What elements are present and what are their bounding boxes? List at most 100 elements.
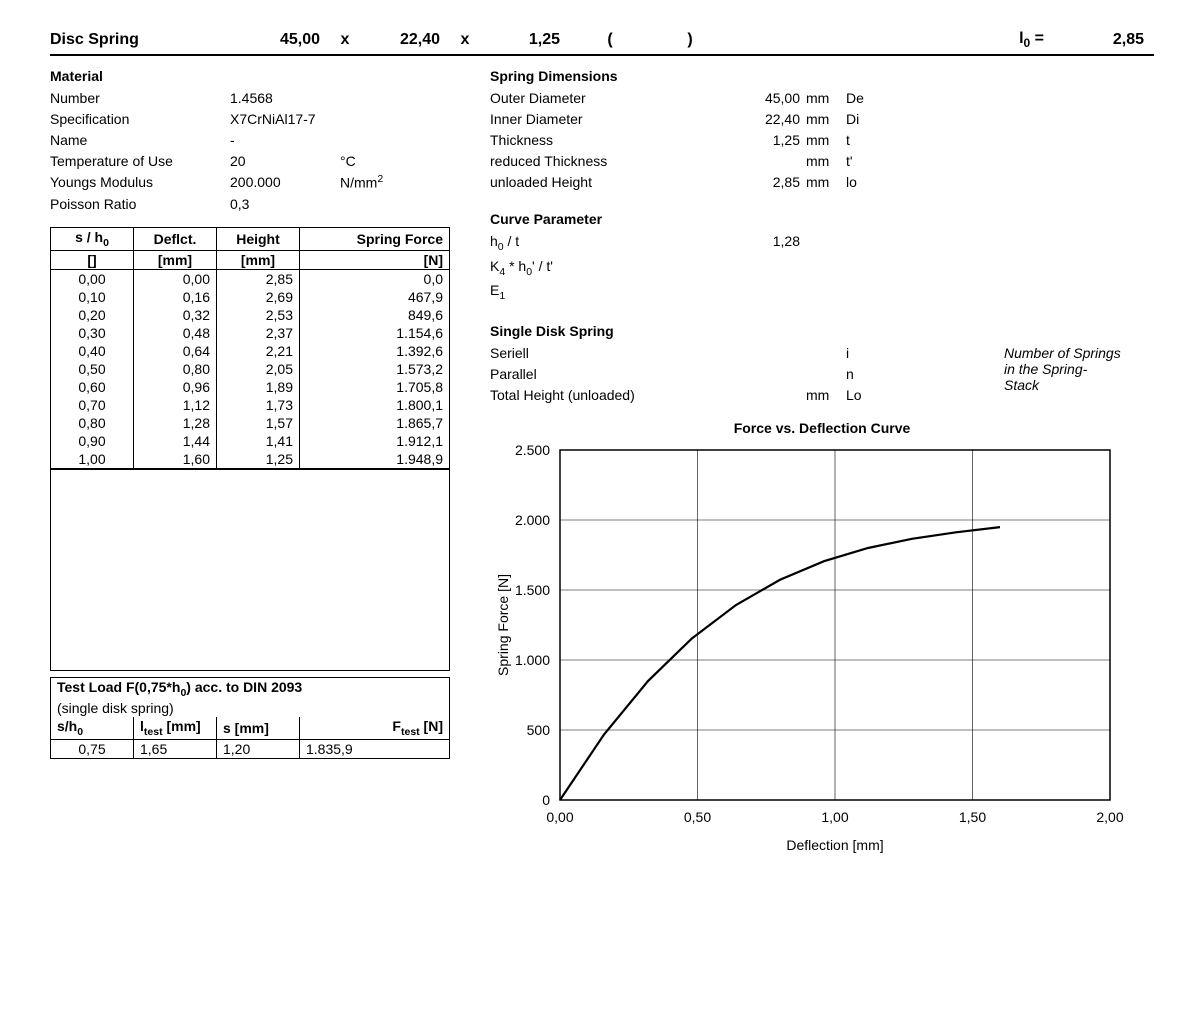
cell-force: 0,0	[300, 269, 450, 288]
kv-val: 20	[230, 151, 340, 172]
cell-force: 467,9	[300, 288, 450, 306]
svg-text:0,00: 0,00	[546, 809, 573, 825]
header-v3: 1,25	[490, 31, 560, 49]
kv-val: -	[230, 130, 340, 151]
kv-unit: mm	[806, 151, 846, 172]
cell-height: 1,25	[217, 450, 300, 469]
kv-label: Specification	[50, 109, 230, 130]
disk-note: Number of Springsin the Spring-Stack	[1004, 343, 1154, 406]
kv-val	[700, 151, 806, 172]
material-row: Poisson Ratio0,3	[50, 194, 450, 215]
cell-height: 2,05	[217, 360, 300, 378]
disk-row: Paralleln	[490, 364, 1004, 385]
th-deflct: Deflct.	[134, 227, 217, 250]
test-h1: s/h0	[51, 717, 134, 739]
svg-text:2.500: 2.500	[515, 442, 550, 458]
table-row: 0,100,162,69467,9	[51, 288, 450, 306]
cell-height: 2,69	[217, 288, 300, 306]
kv-unit	[340, 194, 400, 215]
svg-text:1,00: 1,00	[821, 809, 848, 825]
dimension-row: Inner Diameter22,40mmDi	[490, 109, 1154, 130]
kv-label: Parallel	[490, 364, 700, 385]
cell-deflct: 0,48	[134, 324, 217, 342]
cell-sh0: 0,80	[51, 414, 134, 432]
header-v1: 45,00	[250, 31, 320, 49]
material-row: Youngs Modulus200.000N/mm2	[50, 172, 450, 194]
kv-unit: N/mm2	[340, 172, 400, 194]
svg-text:2,00: 2,00	[1096, 809, 1123, 825]
kv-label: Total Height (unloaded)	[490, 385, 700, 406]
cell-force: 1.573,2	[300, 360, 450, 378]
table-row: 0,500,802,051.573,2	[51, 360, 450, 378]
svg-text:Deflection [mm]: Deflection [mm]	[786, 837, 883, 853]
kv-label: Number	[50, 88, 230, 109]
header-v2: 22,40	[370, 31, 440, 49]
header-lo-val: 2,85	[1054, 31, 1144, 49]
header-lo-label: l0 =	[994, 30, 1044, 50]
kv-sym: t	[846, 130, 886, 151]
chart-title: Force vs. Deflection Curve	[490, 420, 1154, 436]
cell-height: 1,57	[217, 414, 300, 432]
kv-label: unloaded Height	[490, 172, 700, 193]
header-title: Disc Spring	[50, 31, 240, 49]
cell-sh0: 0,70	[51, 396, 134, 414]
material-row: Name-	[50, 130, 450, 151]
svg-text:2.000: 2.000	[515, 512, 550, 528]
th-u3: [mm]	[217, 250, 300, 269]
dim-title: Spring Dimensions	[490, 68, 1154, 84]
dimension-row: Outer Diameter45,00mmDe	[490, 88, 1154, 109]
test-c2: 1,65	[134, 740, 217, 759]
kv-label: h0 / t	[490, 231, 700, 256]
test-sub: (single disk spring)	[51, 699, 450, 717]
cell-deflct: 1,12	[134, 396, 217, 414]
kv-val	[700, 280, 806, 305]
kv-val	[700, 385, 806, 406]
cell-force: 1.705,8	[300, 378, 450, 396]
kv-sym: Lo	[846, 385, 886, 406]
cell-force: 1.948,9	[300, 450, 450, 469]
th-u1: []	[51, 250, 134, 269]
kv-val: 1,28	[700, 231, 806, 256]
kv-val: X7CrNiAl17-7	[230, 109, 340, 130]
cell-deflct: 0,80	[134, 360, 217, 378]
cell-sh0: 0,60	[51, 378, 134, 396]
cell-height: 1,73	[217, 396, 300, 414]
cell-height: 2,21	[217, 342, 300, 360]
kv-label: Outer Diameter	[490, 88, 700, 109]
dimension-row: Thickness1,25mmt	[490, 130, 1154, 151]
test-h2: ltest [mm]	[134, 717, 217, 739]
kv-val: 45,00	[700, 88, 806, 109]
disk-row: Total Height (unloaded)mmLo	[490, 385, 1004, 406]
header-paren-l: (	[570, 31, 650, 49]
cell-sh0: 0,10	[51, 288, 134, 306]
kv-val: 1,25	[700, 130, 806, 151]
table-row: 0,300,482,371.154,6	[51, 324, 450, 342]
material-row: Number1.4568	[50, 88, 450, 109]
cell-sh0: 0,50	[51, 360, 134, 378]
kv-label: Seriell	[490, 343, 700, 364]
th-height: Height	[217, 227, 300, 250]
curve-title: Curve Parameter	[490, 211, 1154, 227]
table-row: 0,600,961,891.705,8	[51, 378, 450, 396]
table-row: 0,200,322,53849,6	[51, 306, 450, 324]
deflection-table: s / h0 Deflct. Height Spring Force [] [m…	[50, 227, 450, 469]
kv-val	[700, 256, 806, 281]
kv-val: 22,40	[700, 109, 806, 130]
right-column: Spring Dimensions Outer Diameter45,00mmD…	[490, 62, 1154, 860]
table-row: 0,400,642,211.392,6	[51, 342, 450, 360]
cell-height: 1,41	[217, 432, 300, 450]
kv-sym: De	[846, 88, 886, 109]
kv-label: Youngs Modulus	[50, 172, 230, 194]
header-x2: x	[450, 31, 480, 49]
table-row: 0,901,441,411.912,1	[51, 432, 450, 450]
cell-deflct: 0,64	[134, 342, 217, 360]
kv-sym: t'	[846, 151, 886, 172]
table-row: 0,801,281,571.865,7	[51, 414, 450, 432]
kv-unit	[340, 88, 400, 109]
material-row: SpecificationX7CrNiAl17-7	[50, 109, 450, 130]
curve-param-row: E1	[490, 280, 1154, 305]
kv-val	[700, 364, 806, 385]
cell-deflct: 1,60	[134, 450, 217, 469]
kv-unit: mm	[806, 130, 846, 151]
test-c4: 1.835,9	[300, 740, 450, 759]
